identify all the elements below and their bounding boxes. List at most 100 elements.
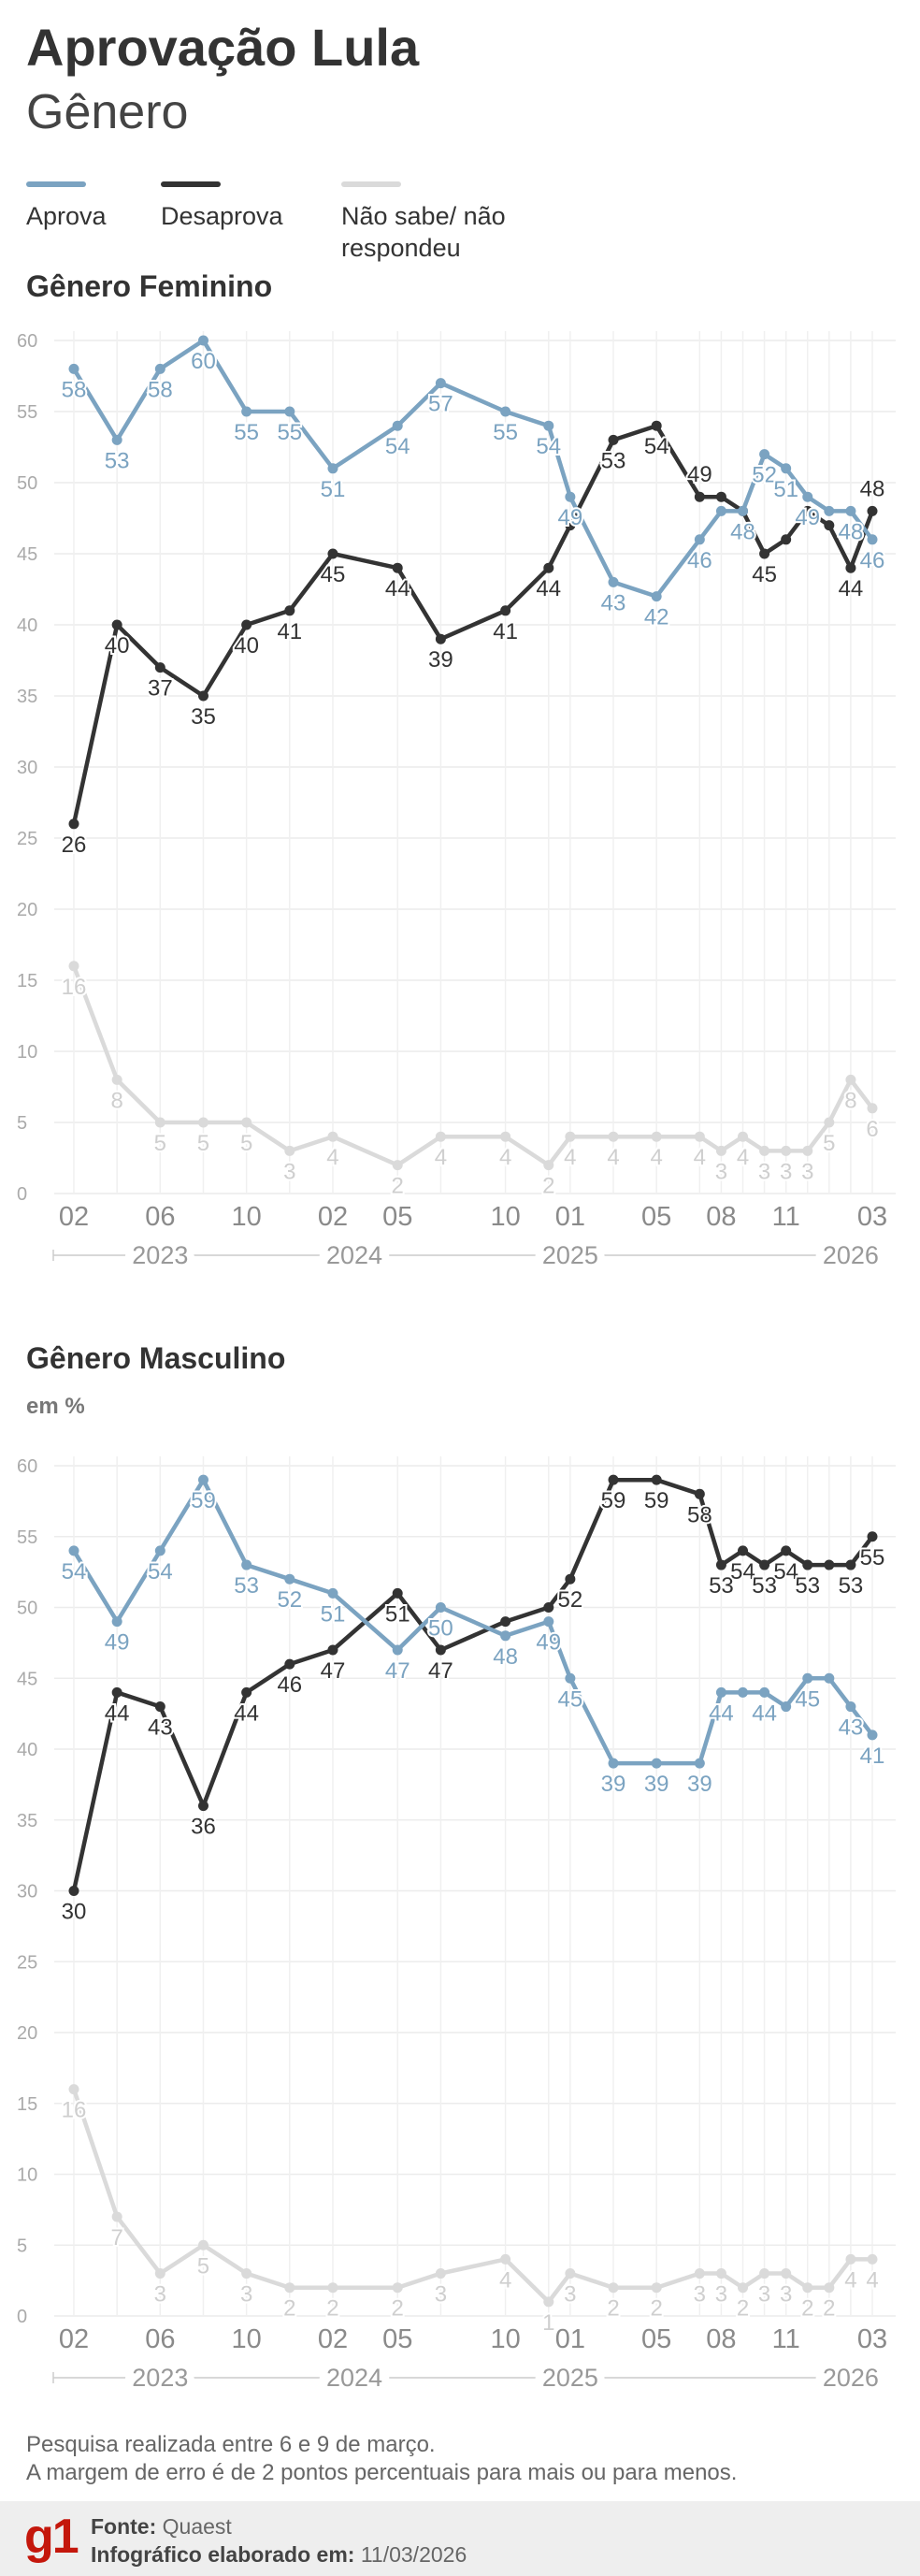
data-label: 53 (709, 1573, 734, 1599)
legend-label: Não sabe/ não respondeu (341, 202, 506, 262)
data-label: 59 (601, 1488, 626, 1513)
data-point (824, 1559, 835, 1570)
data-point (802, 1672, 813, 1684)
legend-label: Aprova (26, 202, 107, 230)
y-tick-label: 30 (17, 1882, 37, 1903)
data-label: 3 (780, 1159, 792, 1184)
data-point (327, 2282, 338, 2294)
data-point (154, 363, 165, 374)
y-tick-label: 40 (17, 615, 37, 636)
data-label: 5 (240, 1131, 252, 1156)
data-label: 1 (542, 2310, 554, 2336)
data-point (759, 1559, 770, 1570)
data-label: 42 (644, 605, 669, 630)
data-point (197, 335, 208, 346)
data-label: 3 (283, 1159, 295, 1184)
data-point (759, 1686, 770, 1698)
x-tick-label: 02 (59, 1202, 89, 1232)
source: Fonte: Quaest (91, 2514, 232, 2540)
data-point (715, 491, 726, 502)
data-point (802, 491, 813, 502)
data-point (284, 2282, 295, 2294)
data-point (284, 1573, 295, 1585)
data-label: 4 (499, 1145, 511, 1170)
data-point (197, 690, 208, 702)
data-label: 51 (773, 477, 798, 502)
data-point (392, 1587, 403, 1599)
data-point (867, 505, 878, 516)
data-point (867, 1729, 878, 1741)
data-point (435, 1644, 446, 1656)
data-point (565, 1131, 576, 1142)
data-point (241, 1559, 252, 1570)
data-point (327, 1131, 338, 1142)
data-label: 40 (105, 633, 130, 658)
x-tick-label: 02 (318, 2324, 348, 2354)
data-point (111, 1074, 122, 1085)
legend-item: Não sabe/ não respondeu (341, 181, 528, 264)
data-label: 49 (687, 462, 712, 487)
data-point (392, 1644, 403, 1656)
data-point (738, 1545, 749, 1556)
data-label: 45 (321, 562, 346, 587)
data-label: 2 (737, 2296, 749, 2322)
note: Pesquisa realizada entre 6 e 9 de março. (26, 2432, 436, 2457)
chart-subtitle: em % (26, 1394, 85, 1419)
data-point (759, 548, 770, 559)
data-point (392, 2282, 403, 2294)
y-tick-label: 0 (17, 1184, 27, 1205)
data-point (500, 1616, 511, 1628)
data-label: 53 (601, 448, 626, 473)
data-label: 5 (197, 1131, 209, 1156)
data-point (111, 619, 122, 630)
data-point (694, 491, 705, 502)
data-label: 43 (601, 590, 626, 615)
data-label: 39 (428, 647, 453, 673)
data-point (154, 662, 165, 673)
data-label: 57 (428, 392, 453, 417)
year-label: 2026 (823, 1241, 879, 1269)
data-point (154, 1117, 165, 1128)
x-tick-label: 11 (772, 2324, 800, 2354)
data-label: 35 (191, 704, 216, 730)
year-label: 2026 (823, 2364, 879, 2392)
data-label: 6 (866, 1117, 878, 1142)
year-label: 2025 (542, 2364, 598, 2392)
data-point (565, 491, 576, 502)
data-point (327, 463, 338, 474)
data-point (543, 1616, 554, 1628)
x-tick-label: 10 (490, 1202, 520, 1232)
data-label: 37 (148, 676, 173, 702)
y-tick-label: 55 (17, 1527, 37, 1548)
data-point (68, 1886, 79, 1896)
data-point (197, 1801, 208, 1812)
data-point (824, 1672, 835, 1684)
data-point (565, 1573, 576, 1585)
data-point (500, 1630, 511, 1642)
data-label: 41 (277, 619, 302, 644)
y-tick-label: 20 (17, 900, 37, 920)
data-point (824, 520, 835, 531)
y-tick-label: 10 (17, 2165, 37, 2186)
data-label: 53 (795, 1573, 820, 1599)
data-label: 3 (715, 2282, 727, 2308)
data-point (845, 2253, 856, 2265)
data-label: 48 (860, 476, 885, 501)
data-point (651, 420, 662, 431)
data-label: 5 (154, 1131, 166, 1156)
data-label: 58 (148, 377, 173, 402)
data-point (781, 534, 792, 545)
data-label: 46 (277, 1672, 302, 1698)
data-label: 59 (644, 1488, 669, 1513)
data-label: 3 (154, 2282, 166, 2308)
data-point (781, 1145, 792, 1156)
data-point (781, 2268, 792, 2279)
data-point (500, 2253, 511, 2265)
data-label: 48 (839, 519, 864, 544)
title: Aprovação Lula (26, 18, 420, 77)
data-point (241, 406, 252, 417)
data-label: 36 (191, 1815, 216, 1840)
data-point (845, 1701, 856, 1713)
data-point (694, 534, 705, 545)
data-label: 41 (860, 1744, 885, 1769)
